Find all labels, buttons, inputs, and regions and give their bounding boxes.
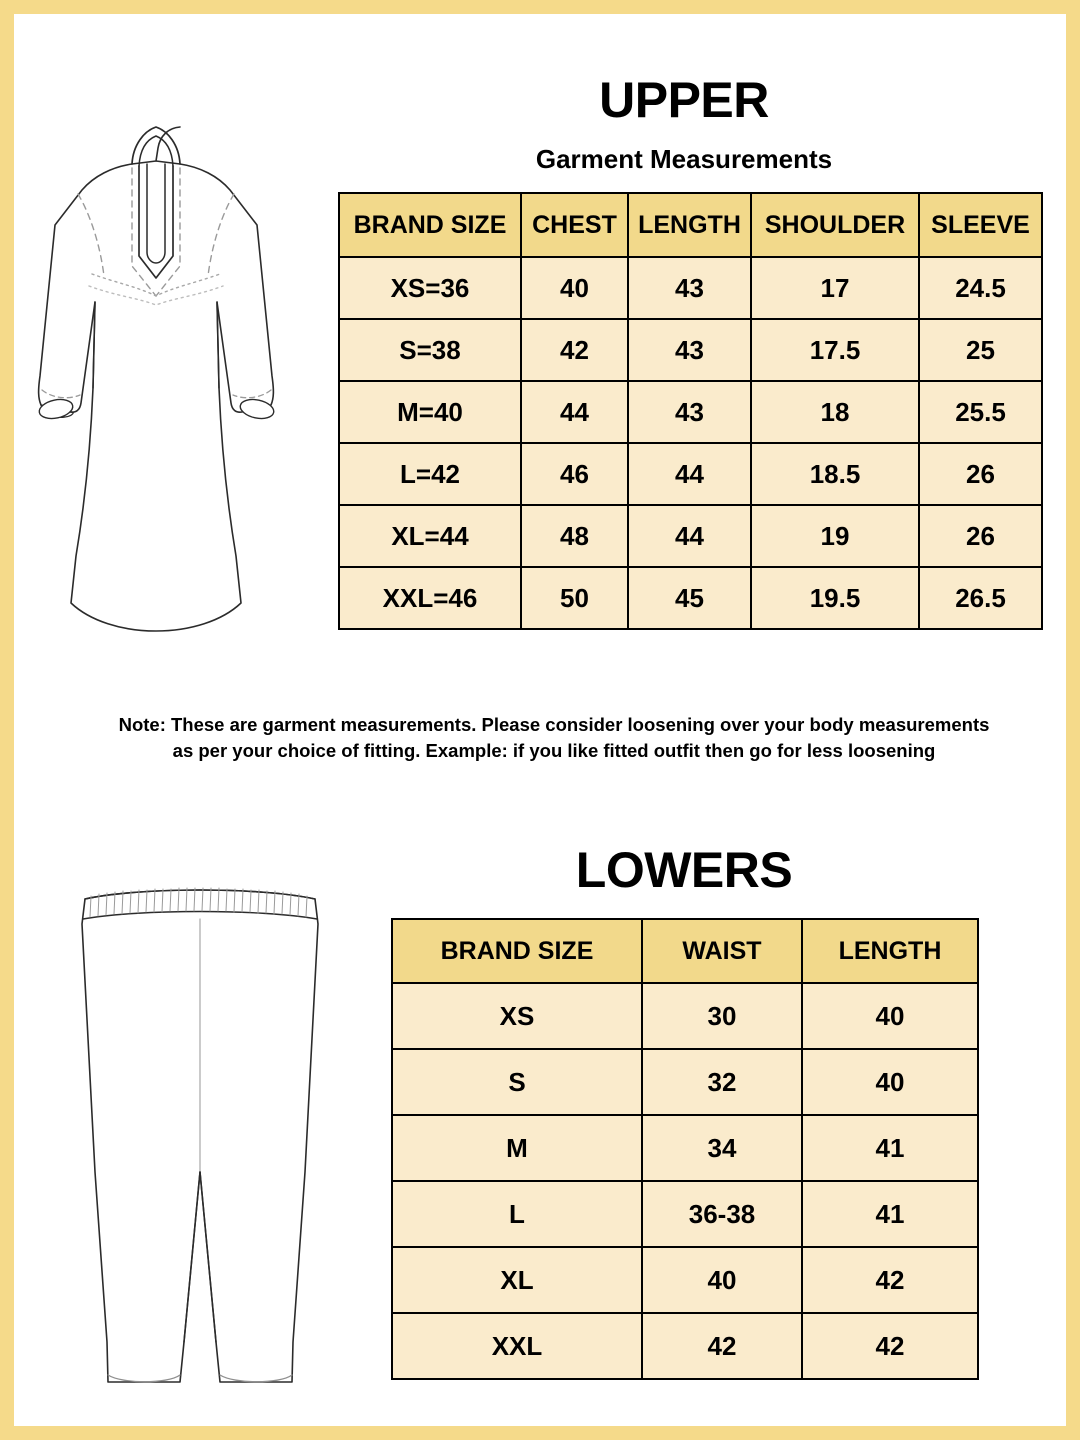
table-row: XXL=46 50 45 19.5 26.5 (338, 566, 1043, 630)
upper-header-chest: CHEST (520, 192, 629, 258)
cell-sleeve: 25 (918, 318, 1043, 382)
cell-sleeve: 26 (918, 442, 1043, 506)
cell-chest: 50 (520, 566, 629, 630)
note-line-2: as per your choice of fitting. Example: … (172, 740, 936, 761)
note-line-1: Note: These are garment measurements. Pl… (118, 714, 990, 735)
table-row: XXL 42 42 (391, 1312, 979, 1380)
cell-brand-size: XS=36 (338, 256, 522, 320)
measurement-note: Note: These are garment measurements. Pl… (74, 712, 1034, 764)
cell-shoulder: 19 (750, 504, 920, 568)
upper-table-header-row: BRAND SIZE CHEST LENGTH SHOULDER SLEEVE (338, 192, 1043, 258)
cell-chest: 46 (520, 442, 629, 506)
cell-shoulder: 17 (750, 256, 920, 320)
upper-section-subtitle: Garment Measurements (535, 144, 833, 174)
cell-sleeve: 26 (918, 504, 1043, 568)
cell-length: 42 (801, 1312, 979, 1380)
cell-length: 40 (801, 982, 979, 1050)
cell-brand-size: S=38 (338, 318, 522, 382)
cell-brand-size: M=40 (338, 380, 522, 444)
page-inner: UPPER Garment Measurements (14, 14, 1066, 1426)
cell-length: 41 (801, 1114, 979, 1182)
table-row: XL 40 42 (391, 1246, 979, 1314)
table-row: L=42 46 44 18.5 26 (338, 442, 1043, 506)
cell-shoulder: 17.5 (750, 318, 920, 382)
cell-chest: 40 (520, 256, 629, 320)
cell-brand-size: L (391, 1180, 643, 1248)
cell-chest: 44 (520, 380, 629, 444)
cell-brand-size: M (391, 1114, 643, 1182)
lowers-section-title: LOWERS (575, 842, 793, 898)
table-row: S 32 40 (391, 1048, 979, 1116)
cell-brand-size: XL=44 (338, 504, 522, 568)
cell-length: 41 (801, 1180, 979, 1248)
cell-length: 43 (627, 256, 752, 320)
cell-sleeve: 24.5 (918, 256, 1043, 320)
cell-length: 40 (801, 1048, 979, 1116)
table-row: XL=44 48 44 19 26 (338, 504, 1043, 568)
cell-length: 44 (627, 442, 752, 506)
cell-sleeve: 26.5 (918, 566, 1043, 630)
cell-sleeve: 25.5 (918, 380, 1043, 444)
table-row: S=38 42 43 17.5 25 (338, 318, 1043, 382)
cell-shoulder: 18.5 (750, 442, 920, 506)
cell-chest: 42 (520, 318, 629, 382)
cell-brand-size: S (391, 1048, 643, 1116)
cell-length: 45 (627, 566, 752, 630)
cell-chest: 48 (520, 504, 629, 568)
cell-length: 44 (627, 504, 752, 568)
cell-waist: 30 (641, 982, 803, 1050)
table-row: M=40 44 43 18 25.5 (338, 380, 1043, 444)
cell-waist: 32 (641, 1048, 803, 1116)
upper-header-brand-size: BRAND SIZE (338, 192, 522, 258)
cell-length: 43 (627, 380, 752, 444)
cell-waist: 34 (641, 1114, 803, 1182)
table-row: XS 30 40 (391, 982, 979, 1050)
cell-waist: 36-38 (641, 1180, 803, 1248)
upper-size-table: BRAND SIZE CHEST LENGTH SHOULDER SLEEVE … (338, 192, 1043, 630)
cell-waist: 42 (641, 1312, 803, 1380)
lowers-header-waist: WAIST (641, 918, 803, 984)
cell-brand-size: XXL=46 (338, 566, 522, 630)
upper-header-length: LENGTH (627, 192, 752, 258)
table-row: XS=36 40 43 17 24.5 (338, 256, 1043, 320)
upper-header-shoulder: SHOULDER (750, 192, 920, 258)
cell-length: 42 (801, 1246, 979, 1314)
cell-shoulder: 19.5 (750, 566, 920, 630)
cell-brand-size: XS (391, 982, 643, 1050)
table-row: M 34 41 (391, 1114, 979, 1182)
upper-header-sleeve: SLEEVE (918, 192, 1043, 258)
lowers-table-header-row: BRAND SIZE WAIST LENGTH (391, 918, 979, 984)
cell-shoulder: 18 (750, 380, 920, 444)
table-row: L 36-38 41 (391, 1180, 979, 1248)
cell-brand-size: XXL (391, 1312, 643, 1380)
pyjama-illustration (50, 872, 350, 1417)
upper-section-title: UPPER (599, 72, 769, 128)
cell-waist: 40 (641, 1246, 803, 1314)
lowers-size-table: BRAND SIZE WAIST LENGTH XS 30 40 S 32 40… (391, 918, 979, 1380)
lowers-header-brand-size: BRAND SIZE (391, 918, 643, 984)
lowers-header-length: LENGTH (801, 918, 979, 984)
cell-brand-size: L=42 (338, 442, 522, 506)
kurta-illustration (32, 106, 352, 666)
cell-brand-size: XL (391, 1246, 643, 1314)
cell-length: 43 (627, 318, 752, 382)
